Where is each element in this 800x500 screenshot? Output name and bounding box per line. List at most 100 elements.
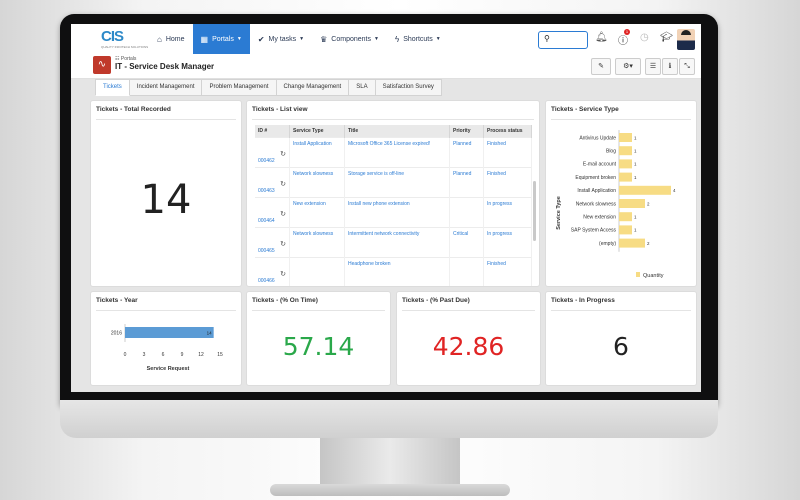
bar[interactable]	[619, 172, 632, 182]
bar[interactable]	[619, 199, 645, 208]
tab-satisfaction-survey[interactable]: Satisfaction Survey	[375, 79, 442, 96]
column-header-title[interactable]: Title	[344, 125, 450, 138]
nav-shortcuts[interactable]: ϟ Shortcuts ▼	[387, 24, 449, 54]
title-cell-text: Headphone broken	[348, 261, 391, 267]
legend-label[interactable]: Quantity	[643, 273, 664, 279]
priority-cell: Critical	[449, 227, 484, 258]
settings-button[interactable]: ⚙▾	[615, 58, 641, 75]
table-row[interactable]: ↻ 000465 Network slowness Intermittent netw…	[255, 227, 532, 258]
category-label: E-mail account	[583, 162, 617, 168]
x-tick-label: 3	[143, 352, 146, 358]
tab-tickets[interactable]: Tickets	[95, 79, 130, 96]
table-row[interactable]: ↻ 000464 New extension Install new phone ex…	[255, 197, 532, 228]
bar[interactable]	[619, 238, 645, 248]
nav-portals[interactable]: ▦ Portals ▼	[192, 24, 250, 54]
ticket-id-cell[interactable]: ↻ 000464	[255, 197, 290, 228]
column-header-label: Process status	[487, 128, 523, 134]
collapse-icon: ⤡	[684, 63, 690, 70]
bar[interactable]	[125, 327, 214, 338]
search-box: ⚲	[538, 31, 588, 49]
ticket-id-cell[interactable]: ↻ 000466	[255, 257, 290, 286]
check-icon: ✔	[257, 34, 265, 44]
ticket-id-cell-text: 000466	[258, 278, 275, 284]
bar[interactable]	[619, 212, 632, 222]
column-header-id[interactable]: ID #	[255, 125, 290, 138]
bell-icon[interactable]: 🔔︎	[595, 32, 608, 43]
table-scrollbar[interactable]	[533, 181, 536, 241]
table-row[interactable]: ↻ 000462 Install Application Microsoft Offi…	[255, 137, 532, 168]
panel-divider	[96, 119, 236, 120]
status-cell: In progress	[483, 197, 532, 228]
open-record-icon[interactable]: ↻	[280, 211, 286, 218]
clock-icon[interactable]: ◷	[640, 32, 649, 43]
title-cell[interactable]: Headphone broken	[344, 257, 450, 286]
open-record-icon[interactable]: ↻	[280, 271, 286, 278]
open-record-icon[interactable]: ↻	[280, 151, 286, 158]
status-cell: In progress	[483, 227, 532, 258]
bar[interactable]	[619, 159, 632, 169]
status-cell: Finished	[483, 137, 532, 168]
info-button[interactable]: ℹ	[662, 58, 678, 75]
monitor-stand	[320, 438, 460, 490]
service-type-cell-text: Network slowness	[293, 231, 334, 237]
title-cell[interactable]: Storage service is off-line	[344, 167, 450, 198]
collapse-button[interactable]: ⤡	[679, 58, 695, 75]
title-cell[interactable]: Intermittent network connectivity	[344, 227, 450, 258]
bar[interactable]	[619, 133, 632, 142]
title-cell[interactable]: Microsoft Office 365 License expired!	[344, 137, 450, 168]
priority-cell-text: Planned	[453, 171, 472, 177]
title-cell[interactable]: Install new phone extension	[344, 197, 450, 228]
user-avatar[interactable]	[677, 29, 695, 50]
nav-components[interactable]: ♛ Components ▼	[312, 24, 387, 54]
column-header-priority[interactable]: Priority	[449, 125, 484, 138]
nav-my-tasks-label: My tasks	[268, 35, 297, 43]
tab-change-management[interactable]: Change Management	[276, 79, 350, 96]
search-icon[interactable]: ⚲	[544, 34, 550, 43]
search-input[interactable]	[555, 34, 587, 46]
column-header-process-status[interactable]: Process status	[483, 125, 532, 138]
nav-my-tasks[interactable]: ✔ My tasks ▼	[250, 24, 312, 54]
in-progress-value: 6	[613, 332, 629, 361]
category-label: 2016	[111, 331, 122, 337]
company-logo[interactable]: CIS QUALITY INFOTECH SOLUTIONS	[101, 28, 148, 50]
service-type-chart: Service Type Quantity Antivirus Update 1 B…	[556, 130, 676, 279]
bolt-icon: ϟ	[394, 34, 400, 44]
filter-button[interactable]: ☰	[645, 58, 661, 75]
bar[interactable]	[619, 225, 632, 235]
table-row[interactable]: ↻ 000463 Network slowness Storage service i…	[255, 167, 532, 198]
bar[interactable]	[619, 185, 671, 195]
priority-cell: Planned	[449, 167, 484, 198]
tab-sla[interactable]: SLA	[349, 79, 376, 96]
bar-value-label: 1	[634, 162, 637, 167]
edit-button[interactable]: ✎	[591, 58, 611, 75]
ticket-id-cell-text: 000464	[258, 218, 275, 224]
bar-value-label: 2	[647, 241, 650, 246]
column-header-label: Priority	[453, 128, 471, 134]
top-navigation-bar: CIS QUALITY INFOTECH SOLUTIONS ⌂ Home ▦ …	[71, 24, 701, 55]
graduation-cap-icon[interactable]: 🎓︎	[660, 32, 673, 43]
service-type-cell: Network slowness	[289, 167, 345, 198]
column-header-service-type[interactable]: Service Type	[289, 125, 345, 138]
tab-problem-management[interactable]: Problem Management	[202, 79, 277, 96]
bar-value-label: 1	[634, 135, 637, 140]
alert-icon[interactable]: ⓘ	[618, 36, 628, 47]
on-time-value: 57.14	[282, 332, 355, 361]
ticket-id-cell[interactable]: ↻ 000465	[255, 227, 290, 258]
service-type-cell: Install Application	[289, 137, 345, 168]
tab-incident-management[interactable]: Incident Management	[129, 79, 203, 96]
title-cell-text: Storage service is off-line	[348, 171, 405, 177]
ticket-id-cell[interactable]: ↻ 000463	[255, 167, 290, 198]
breadcrumb-portals[interactable]: Portals	[120, 56, 137, 62]
nav-portals-label: Portals	[212, 35, 234, 43]
panel-divider	[551, 119, 691, 120]
nav-home[interactable]: ⌂ Home	[149, 24, 193, 54]
open-record-icon[interactable]: ↻	[280, 181, 286, 188]
breadcrumb[interactable]: ☷ Portals	[115, 56, 137, 62]
panel-on-time: Tickets - (% On Time) 57.14	[246, 291, 391, 386]
open-record-icon[interactable]: ↻	[280, 241, 286, 248]
table-row[interactable]: ↻ 000466 Headphone broken Finished	[255, 257, 532, 286]
ticket-id-cell[interactable]: ↻ 000462	[255, 137, 290, 168]
bar[interactable]	[619, 146, 632, 156]
priority-cell-text: Critical	[453, 231, 469, 237]
title-cell-text: Microsoft Office 365 License expired!	[348, 141, 431, 147]
